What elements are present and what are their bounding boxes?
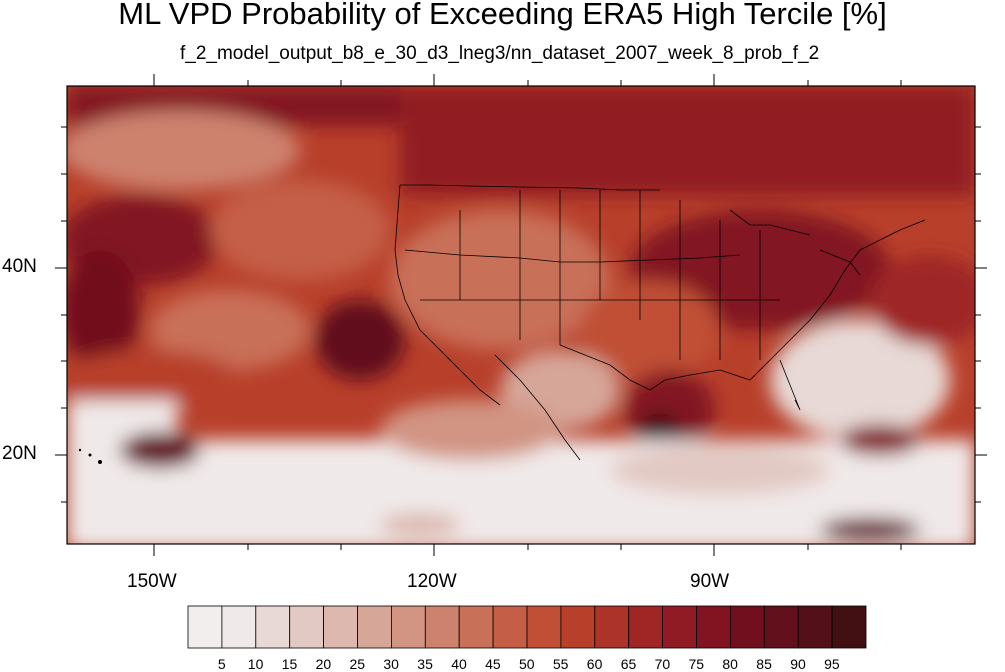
colorbar-label: 85 xyxy=(756,656,772,672)
colorbar-box xyxy=(458,605,494,649)
colorbar-label: 10 xyxy=(247,656,264,672)
colorbar-box xyxy=(255,605,291,649)
colorbar-label: 35 xyxy=(417,656,433,672)
colorbar-box xyxy=(730,605,765,649)
colorbar-label: 80 xyxy=(722,656,738,672)
colorbar-box xyxy=(187,605,223,649)
colorbar-box xyxy=(831,605,867,649)
colorbar-label: 15 xyxy=(281,656,298,672)
colorbar-label: 90 xyxy=(790,656,806,672)
colorbar-box xyxy=(289,605,325,649)
lon-label-90w: 90W xyxy=(690,571,730,592)
lon-label-150w: 150W xyxy=(127,571,177,592)
lat-label-20n: 20N xyxy=(2,443,37,464)
colorbar-box xyxy=(492,605,528,649)
colorbar xyxy=(187,605,867,649)
colorbar-label: 30 xyxy=(383,656,399,672)
colorbar-label: 25 xyxy=(349,656,366,672)
colorbar-label: 60 xyxy=(586,656,603,672)
probability-field xyxy=(67,86,975,544)
colorbar-box xyxy=(424,605,460,649)
colorbar-box xyxy=(390,605,426,649)
lon-label-120w: 120W xyxy=(407,571,457,592)
colorbar-box xyxy=(221,605,257,649)
colorbar-label: 95 xyxy=(824,656,840,672)
colorbar-label: 20 xyxy=(315,656,332,672)
colorbar-label: 75 xyxy=(688,656,705,672)
colorbar-box xyxy=(594,605,630,649)
colorbar-label: 65 xyxy=(620,656,637,672)
map-subtitle: f_2_model_output_b8_e_30_d3_lneg3/nn_dat… xyxy=(180,43,820,64)
colorbar-label: 70 xyxy=(654,656,671,672)
colorbar-box xyxy=(628,605,664,649)
colorbar-box xyxy=(662,605,697,649)
colorbar-box xyxy=(696,605,731,649)
colorbar-label: 50 xyxy=(519,656,535,672)
colorbar-box xyxy=(526,605,562,649)
lat-label-40n: 40N xyxy=(2,256,37,277)
colorbar-box xyxy=(797,605,833,649)
colorbar-box xyxy=(357,605,392,649)
colorbar-label: 55 xyxy=(552,656,569,672)
colorbar-label: 5 xyxy=(217,656,226,672)
map-title: ML VPD Probability of Exceeding ERA5 Hig… xyxy=(118,0,887,31)
colorbar-box xyxy=(560,605,596,649)
colorbar-box xyxy=(763,605,799,649)
colorbar-label: 45 xyxy=(485,656,501,672)
colorbar-box xyxy=(323,605,358,649)
colorbar-label: 40 xyxy=(451,656,467,672)
